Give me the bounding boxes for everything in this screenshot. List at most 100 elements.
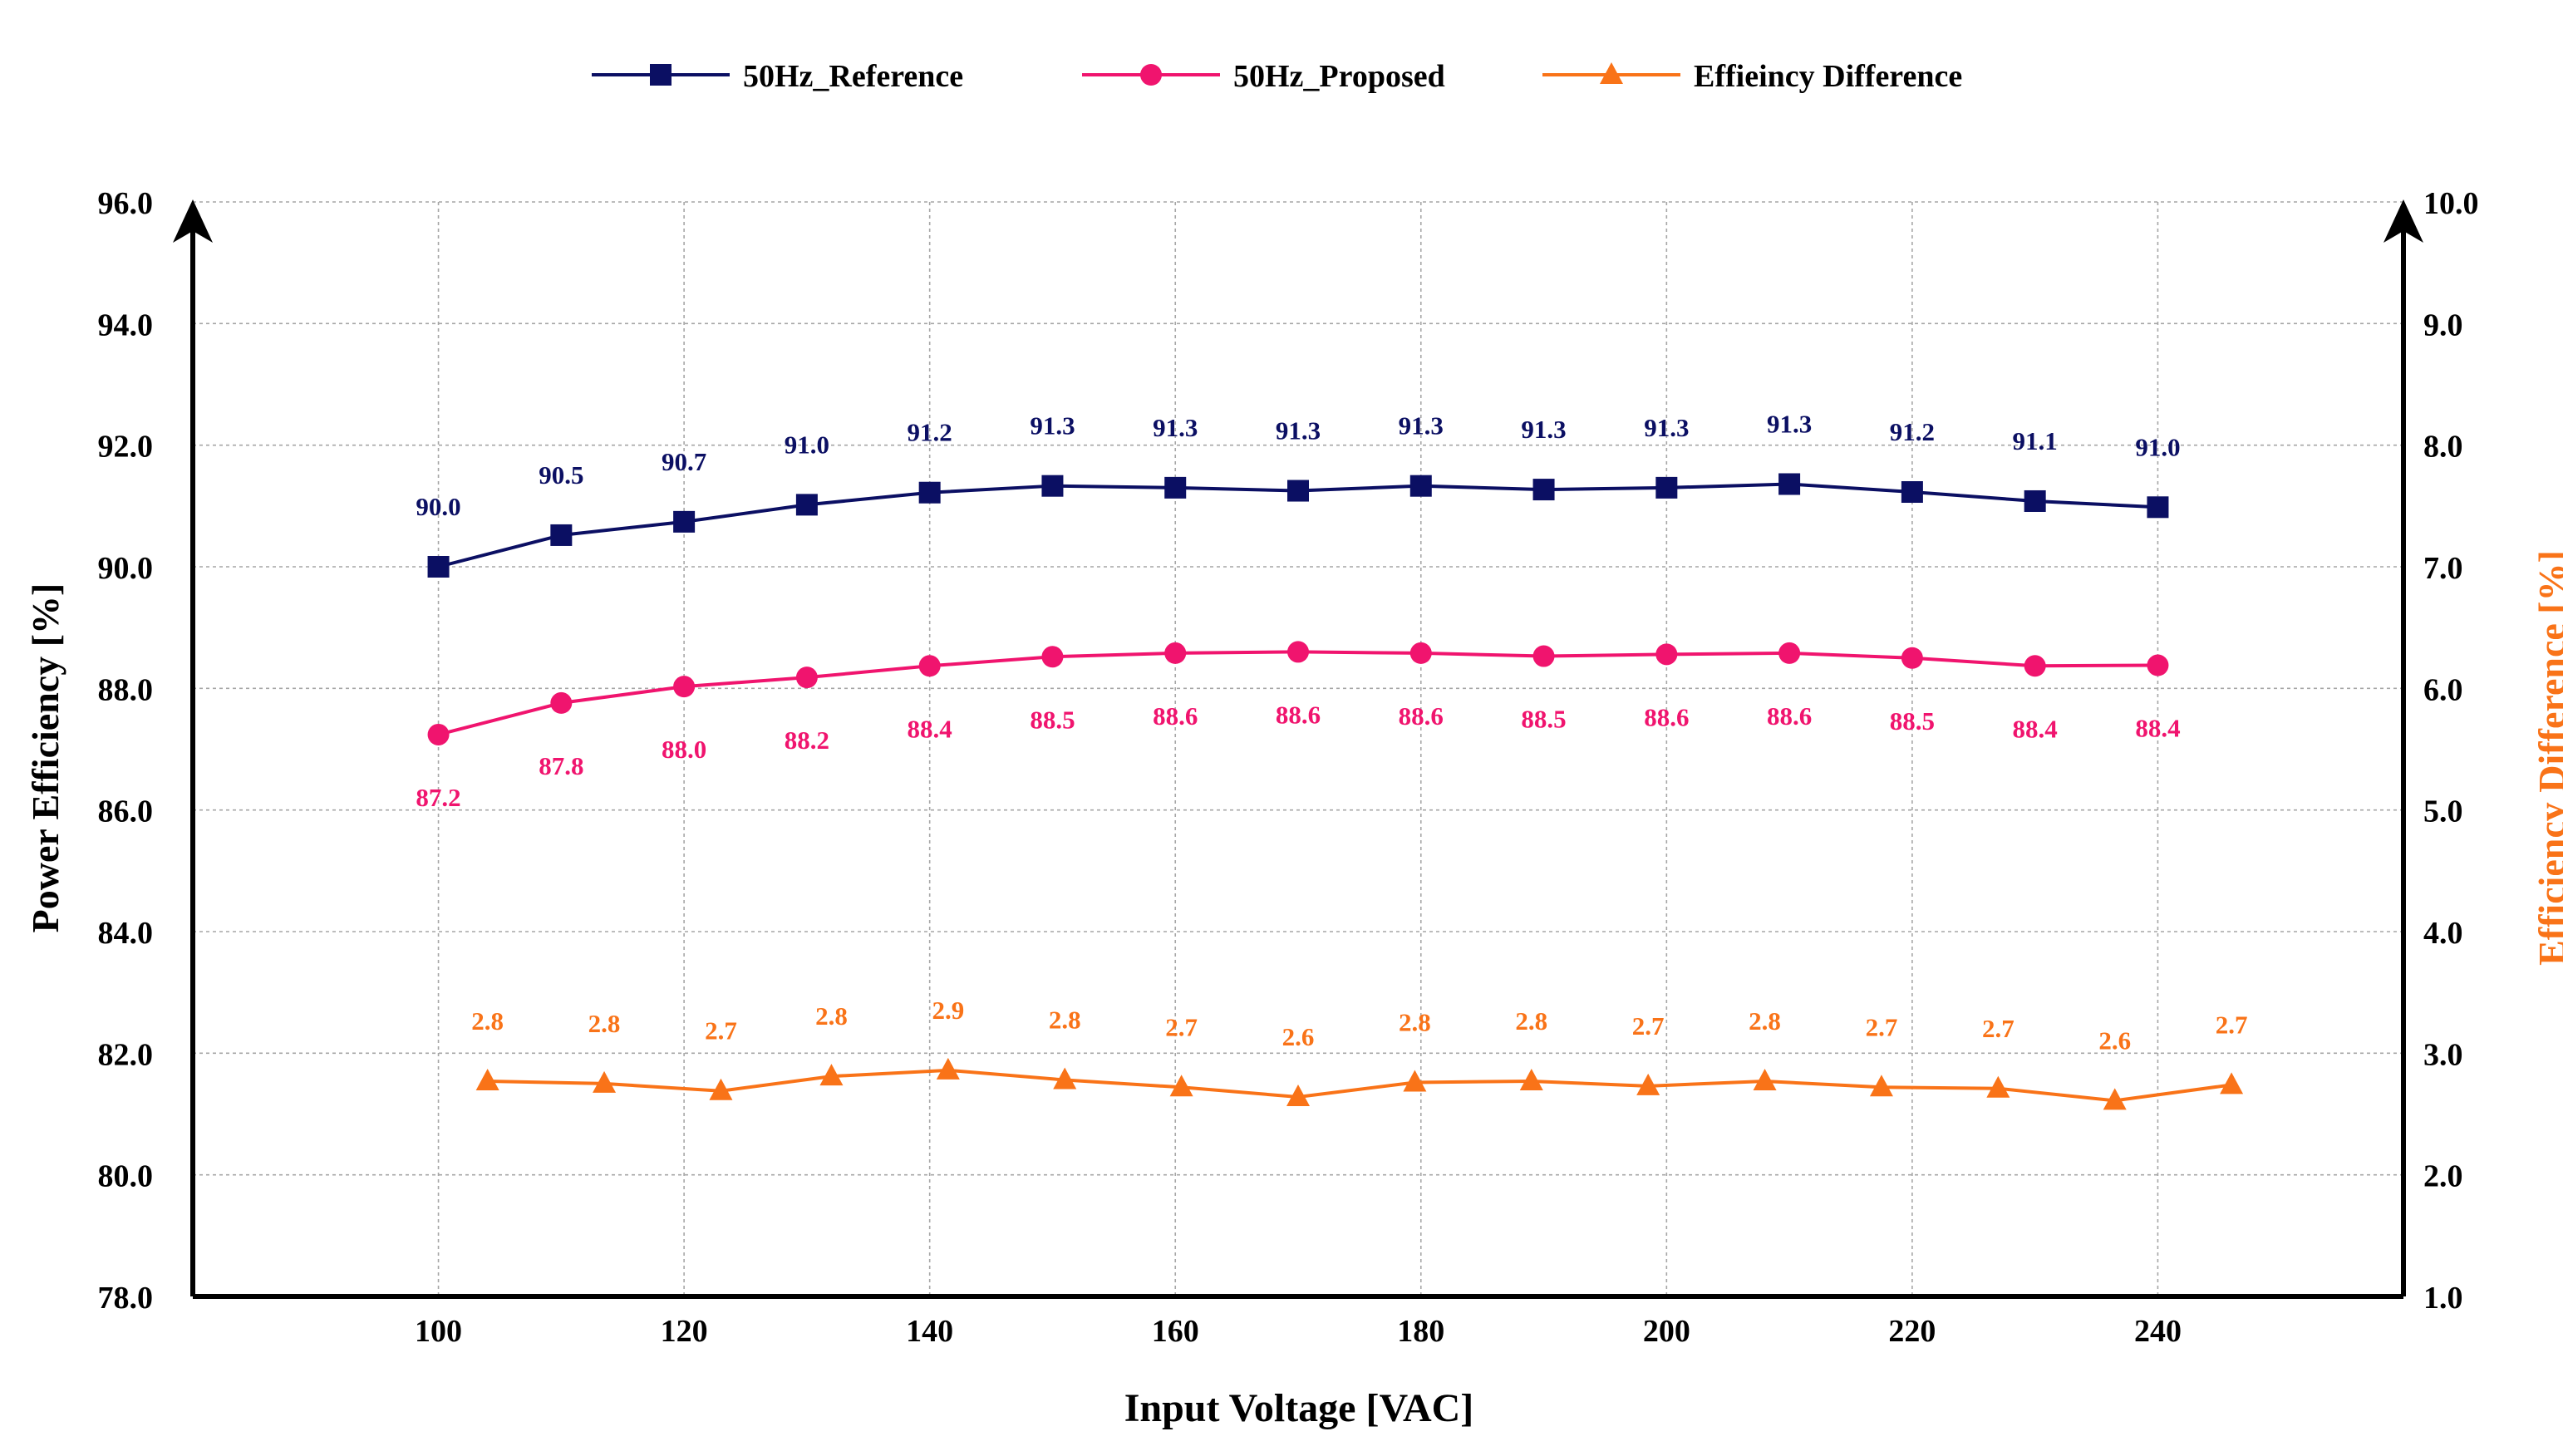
legend-label: 50Hz_Proposed xyxy=(1233,59,1445,94)
data-label: 91.3 xyxy=(1767,409,1812,438)
data-point xyxy=(918,655,941,677)
data-label: 91.3 xyxy=(1153,413,1198,442)
data-label: 91.2 xyxy=(908,418,952,447)
data-point xyxy=(1986,1075,2010,1098)
data-label: 88.4 xyxy=(2135,714,2180,743)
x-tick-label: 140 xyxy=(906,1314,953,1349)
y2-tick-label: 10.0 xyxy=(2423,186,2479,221)
x-tick-label: 220 xyxy=(1888,1314,1936,1349)
data-point xyxy=(1901,647,1923,669)
data-point xyxy=(1778,473,1801,495)
data-point xyxy=(1778,642,1801,664)
y-tick-label: 82.0 xyxy=(98,1037,154,1072)
y-tick-label: 94.0 xyxy=(98,307,154,342)
data-point xyxy=(1636,1073,1660,1095)
y-tick-label: 90.0 xyxy=(98,551,154,586)
data-label: 88.2 xyxy=(785,726,829,755)
data-point xyxy=(1409,475,1432,497)
y-tick-label: 88.0 xyxy=(98,672,154,707)
data-point xyxy=(1403,1070,1427,1092)
data-label: 91.1 xyxy=(2013,426,2058,455)
data-point xyxy=(2147,496,2169,519)
x-tick-label: 100 xyxy=(415,1314,462,1349)
data-label: 2.7 xyxy=(705,1016,737,1045)
data-point xyxy=(709,1078,733,1100)
y-tick-label: 84.0 xyxy=(98,916,154,951)
data-label: 91.2 xyxy=(1890,417,1935,446)
data-point xyxy=(1409,642,1432,664)
series-circle: 87.2 87.8 88.0 88.2 88.4 88.5 88.6 88.6 88.6 88.5… xyxy=(416,641,2181,812)
x-tick-label: 180 xyxy=(1397,1314,1444,1349)
legend-marker xyxy=(1140,64,1162,86)
y2-tick-label: 1.0 xyxy=(2423,1281,2463,1316)
data-label: 90.5 xyxy=(539,460,583,489)
data-label: 91.3 xyxy=(1030,411,1075,440)
data-point xyxy=(1287,480,1309,502)
data-label: 2.8 xyxy=(815,1001,848,1031)
y2-tick-label: 8.0 xyxy=(2423,430,2463,465)
data-point xyxy=(1169,1075,1193,1097)
data-label: 2.8 xyxy=(588,1009,621,1038)
data-point xyxy=(427,556,450,578)
data-label: 88.5 xyxy=(1890,706,1935,735)
data-label: 2.8 xyxy=(471,1006,504,1035)
data-point xyxy=(795,494,818,516)
data-label: 88.6 xyxy=(1399,701,1444,730)
y2-axis-arrow xyxy=(2383,199,2423,243)
data-label: 88.5 xyxy=(1521,705,1566,734)
data-point xyxy=(1287,641,1309,663)
legend-label: Effieincy Difference xyxy=(1694,59,1962,94)
data-label: 88.5 xyxy=(1030,705,1075,734)
data-label: 2.8 xyxy=(1399,1007,1431,1036)
data-point xyxy=(1655,643,1678,666)
data-label: 87.8 xyxy=(539,751,583,780)
y2-tick-label: 7.0 xyxy=(2423,551,2463,586)
data-label: 90.7 xyxy=(662,447,706,476)
data-label: 88.0 xyxy=(662,735,706,764)
x-tick-label: 240 xyxy=(2134,1314,2182,1349)
data-point xyxy=(593,1070,617,1093)
series-triangle: 2.8 2.8 2.7 2.8 2.9 2.8 2.7 2.6 2.8 2.8 2.7 2.8 2.7 2… xyxy=(471,996,2247,1110)
data-point xyxy=(427,723,450,745)
data-label: 88.6 xyxy=(1276,700,1321,729)
data-label: 87.2 xyxy=(416,783,460,812)
x-tick-label: 160 xyxy=(1152,1314,1199,1349)
data-label: 2.7 xyxy=(1165,1012,1198,1041)
x-tick-label: 200 xyxy=(1643,1314,1690,1349)
y2-tick-label: 4.0 xyxy=(2423,916,2463,951)
data-point xyxy=(918,481,941,504)
data-label: 2.8 xyxy=(1049,1006,1081,1035)
data-point xyxy=(550,691,573,714)
data-label: 91.3 xyxy=(1644,413,1689,442)
y2-tick-label: 2.0 xyxy=(2423,1159,2463,1194)
y2-axis-title: Efficiency Difference [%] xyxy=(2531,550,2563,966)
y-tick-label: 96.0 xyxy=(98,186,154,221)
y-axis-title: Power Efficiency [%] xyxy=(24,583,66,933)
series-line xyxy=(487,1068,2232,1103)
y2-tick-label: 3.0 xyxy=(2423,1037,2463,1072)
data-point xyxy=(673,510,696,533)
data-label: 88.6 xyxy=(1767,701,1812,730)
data-point xyxy=(1053,1067,1077,1090)
data-label: 2.6 xyxy=(1282,1022,1315,1051)
data-point xyxy=(936,1057,960,1080)
data-point xyxy=(2220,1072,2244,1094)
y-tick-label: 92.0 xyxy=(98,430,154,465)
data-label: 90.0 xyxy=(416,492,460,521)
data-label: 88.6 xyxy=(1644,702,1689,731)
data-label: 2.8 xyxy=(1515,1006,1547,1035)
data-point xyxy=(1519,1068,1543,1090)
legend-label: 50Hz_Reference xyxy=(743,59,963,94)
data-point xyxy=(795,667,818,689)
y-tick-label: 78.0 xyxy=(98,1281,154,1316)
legend-marker xyxy=(1600,62,1623,84)
y2-tick-label: 6.0 xyxy=(2423,672,2463,707)
data-point xyxy=(1286,1085,1310,1107)
data-label: 2.7 xyxy=(2216,1010,2248,1039)
data-point xyxy=(819,1064,844,1086)
data-label: 2.7 xyxy=(1632,1011,1665,1040)
axes: 78.0 80.0 82.0 84.0 86.0 88.0 90.0 92.0 94.0 96.0… xyxy=(98,186,2479,1349)
data-point xyxy=(1164,642,1187,664)
data-point xyxy=(1869,1075,1893,1097)
